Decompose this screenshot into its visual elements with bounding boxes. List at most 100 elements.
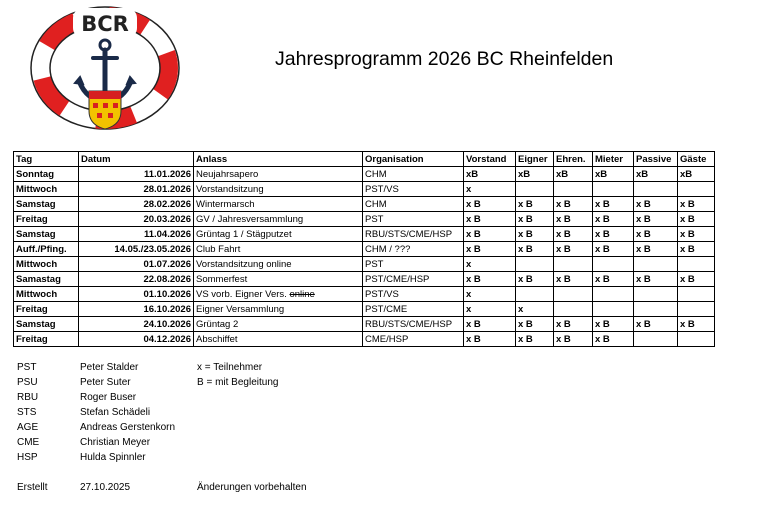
column-header: Vorstand [463, 151, 516, 167]
column-header: Gäste [677, 151, 715, 167]
participation-cell: x B [463, 241, 516, 257]
abbreviation-name: Hulda Spinnler [80, 452, 146, 463]
day-cell: Samstag [13, 316, 79, 332]
table-row: Samstag 11.04.2026 Grüntag 1 / Stägputzet R… [13, 226, 715, 242]
date-cell: 11.01.2026 [78, 166, 194, 182]
title: Jahresprogramm 2026 BC Rheinfelden [275, 48, 614, 70]
day-cell: Mittwoch [13, 181, 79, 197]
abbreviation-name: Roger Buser [80, 392, 137, 403]
event-cell: Abschiffet [193, 331, 363, 347]
abbreviation-name: Peter Suter [80, 377, 131, 388]
participation-cell: x B [463, 196, 516, 212]
participation-cell: x B [515, 271, 554, 287]
abbreviation: PST [17, 362, 37, 373]
participation-cell: x B [677, 271, 715, 287]
footer-note: Änderungen vorbehalten [197, 482, 307, 493]
participation-cell: x B [592, 211, 634, 227]
organisation-cell: RBU/STS/CME/HSP [362, 226, 464, 242]
day-cell: Auff./Pfing. [13, 241, 79, 257]
table-row: Mittwoch 01.10.2026 VS vorb. Eigner Vers. … [13, 286, 715, 302]
date-cell: 16.10.2026 [78, 301, 194, 317]
day-cell: Samastag [13, 271, 79, 287]
event-cell: Vorstandsitzung [193, 181, 363, 197]
date-cell: 01.10.2026 [78, 286, 194, 302]
participation-cell: x B [515, 211, 554, 227]
participation-cell: x B [515, 241, 554, 257]
abbreviation: PSU [17, 377, 38, 388]
participation-cell [553, 256, 593, 272]
event-cell: Vorstandsitzung online [193, 256, 363, 272]
participation-cell: x B [592, 196, 634, 212]
event-struck: online [289, 288, 315, 300]
participation-cell: x B [463, 331, 516, 347]
participation-cell: x B [592, 331, 634, 347]
participation-cell: x B [677, 226, 715, 242]
participation-cell: x B [677, 316, 715, 332]
event-name: Grüntag 1 / Stägputzet [196, 228, 292, 240]
date-cell: 24.10.2026 [78, 316, 194, 332]
event-cell: Grüntag 2 [193, 316, 363, 332]
event-name: Vorstandsitzung online [196, 258, 292, 270]
participation-cell: x B [633, 316, 678, 332]
organisation-cell: PST [362, 256, 464, 272]
participation-cell: xB [463, 166, 516, 182]
participation-cell: x B [677, 241, 715, 257]
event-cell: VS vorb. Eigner Vers. online [193, 286, 363, 302]
abbreviation-name: Andreas Gerstenkorn [80, 422, 176, 433]
participation-cell [633, 286, 678, 302]
participation-cell: x B [633, 226, 678, 242]
table-row: Mittwoch 01.07.2026 Vorstandsitzung online… [13, 256, 715, 272]
participation-cell: xB [515, 166, 554, 182]
date-cell: 22.08.2026 [78, 271, 194, 287]
table-row: Samastag 22.08.2026 Sommerfest PST/CME/HSP x… [13, 271, 715, 287]
column-header: Passive [633, 151, 678, 167]
event-cell: Grüntag 1 / Stägputzet [193, 226, 363, 242]
event-name: GV / Jahresversammlung [196, 213, 304, 225]
participation-cell [633, 331, 678, 347]
participation-cell: x B [463, 211, 516, 227]
participation-cell [677, 331, 715, 347]
day-cell: Mittwoch [13, 286, 79, 302]
event-name: Grüntag 2 [196, 318, 239, 330]
participation-cell [592, 286, 634, 302]
participation-cell: x B [553, 226, 593, 242]
organisation-cell: CHM / ??? [362, 241, 464, 257]
participation-cell: x B [515, 331, 554, 347]
organisation-cell: RBU/STS/CME/HSP [362, 316, 464, 332]
abbreviation: CME [17, 437, 40, 448]
participation-cell: x B [633, 196, 678, 212]
organisation-cell: CME/HSP [362, 331, 464, 347]
participation-cell: x B [633, 211, 678, 227]
participation-cell [677, 301, 715, 317]
footer-label: Erstellt [17, 482, 48, 493]
schedule-table: Tag Datum Anlass Organisation Vorstand Eigner… [13, 151, 715, 347]
participation-cell: x [463, 286, 516, 302]
table-row: Samstag 24.10.2026 Grüntag 2 RBU/STS/CME/HS… [13, 316, 715, 332]
organisation-cell: CHM [362, 196, 464, 212]
event-name: Neujahrsapero [196, 168, 259, 180]
event-name: Sommerfest [196, 273, 248, 285]
participation-cell: x B [553, 196, 593, 212]
participation-cell [677, 286, 715, 302]
participation-cell: xB [633, 166, 678, 182]
date-cell: 04.12.2026 [78, 331, 194, 347]
participation-cell: xB [677, 166, 715, 182]
participation-cell: x B [515, 316, 554, 332]
legend-entry: x = Teilnehmer [197, 362, 263, 373]
abbreviation: STS [17, 407, 37, 418]
day-cell: Freitag [13, 211, 79, 227]
date-cell: 14.05./23.05.2026 [78, 241, 194, 257]
day-cell: Mittwoch [13, 256, 79, 272]
column-header: Organisation [362, 151, 464, 167]
date-cell: 01.07.2026 [78, 256, 194, 272]
event-name: VS vorb. Eigner Vers. [196, 288, 287, 300]
date-cell: 28.02.2026 [78, 196, 194, 212]
abbreviation: RBU [17, 392, 39, 403]
column-header: Anlass [193, 151, 363, 167]
participation-cell [592, 301, 634, 317]
event-name: Vorstandsitzung [196, 183, 264, 195]
participation-cell: x B [463, 226, 516, 242]
participation-cell: x B [592, 226, 634, 242]
organisation-cell: PST/CME [362, 301, 464, 317]
